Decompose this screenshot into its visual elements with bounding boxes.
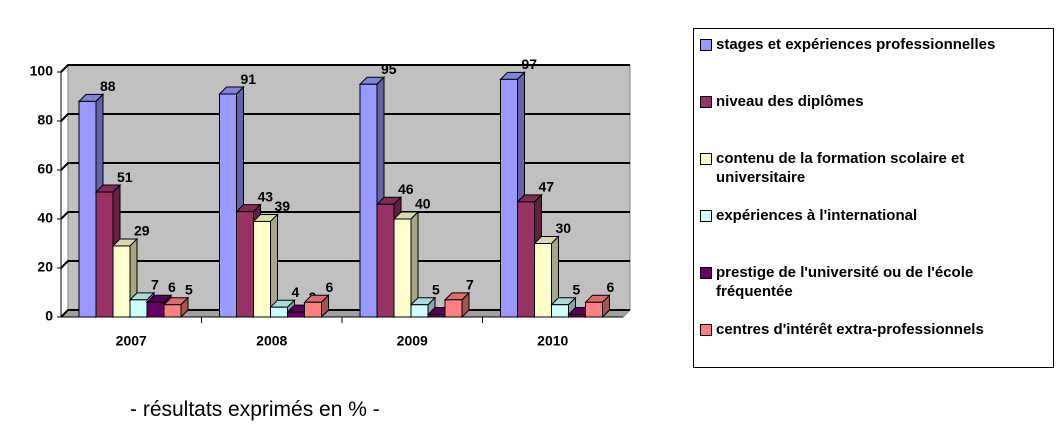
- legend-label: contenu de la formation scolaire et univ…: [716, 150, 965, 186]
- bar: [534, 243, 552, 318]
- value-label: 6: [326, 279, 334, 295]
- x-tick-label: 2007: [116, 333, 147, 349]
- value-label: 6: [607, 279, 615, 295]
- grid-line: [60, 64, 630, 73]
- legend-item: niveau des diplômes: [700, 92, 1047, 149]
- bar: [129, 299, 148, 318]
- value-label: 6: [168, 279, 176, 295]
- legend-item: prestige de l'université ou de l'école f…: [700, 263, 1047, 320]
- bar: [146, 301, 165, 318]
- legend-swatch: [700, 96, 712, 108]
- legend-swatch: [700, 267, 712, 279]
- y-tick-label: 80: [37, 112, 53, 128]
- legend-item: stages et expériences professionnelles: [700, 35, 1047, 92]
- y-tick-label: 40: [37, 210, 53, 226]
- y-tick-label: 60: [37, 161, 53, 177]
- bar: [585, 301, 603, 318]
- bar: [112, 245, 131, 318]
- chart: 0204060801002007885129765200891433942620…: [30, 56, 632, 349]
- grid-line: [60, 211, 630, 220]
- legend-swatch: [700, 39, 712, 51]
- bar: [270, 306, 288, 318]
- bar: [517, 201, 535, 318]
- value-label: 95: [381, 61, 397, 77]
- y-tick-label: 20: [37, 259, 53, 275]
- legend: stages et expériences professionnelles ni…: [693, 28, 1054, 368]
- bar: [236, 211, 254, 318]
- grid-line: [60, 113, 630, 122]
- bar: [287, 311, 305, 318]
- bar: [359, 83, 378, 318]
- value-label: 91: [241, 71, 257, 87]
- legend-label: stages et expériences professionnelles: [716, 36, 996, 53]
- value-label: 4: [292, 284, 300, 300]
- value-label: 30: [556, 220, 572, 236]
- value-label: 88: [100, 78, 116, 94]
- y-tick-label: 0: [45, 308, 53, 324]
- bar: [444, 299, 463, 318]
- grid-line: [60, 260, 630, 269]
- value-label: 29: [134, 223, 150, 239]
- bar: [95, 191, 114, 318]
- bar: [78, 100, 97, 318]
- legend-label: prestige de l'université ou de l'école f…: [716, 264, 974, 300]
- bar: [410, 304, 429, 318]
- bar: [253, 220, 271, 318]
- value-label: 5: [432, 281, 440, 297]
- value-label: 97: [522, 56, 538, 72]
- bar: [500, 78, 518, 318]
- legend-swatch: [700, 210, 712, 222]
- value-label: 5: [573, 281, 581, 297]
- legend-swatch: [700, 153, 712, 165]
- footnote: - résultats exprimés en % -: [130, 398, 380, 421]
- legend-label: niveau des diplômes: [716, 93, 864, 110]
- bar: [219, 93, 237, 318]
- y-tick-label: 100: [30, 63, 54, 79]
- x-tick-label: 2009: [397, 333, 428, 349]
- bar: [376, 203, 395, 318]
- bar: [304, 301, 322, 318]
- legend-label: expériences à l'international: [716, 207, 918, 224]
- bar: [551, 304, 569, 318]
- value-label: 43: [258, 188, 274, 204]
- bar: [393, 218, 412, 318]
- value-label: 40: [415, 196, 431, 212]
- value-label: 7: [466, 277, 474, 293]
- legend-item: expériences à l'international: [700, 206, 1047, 263]
- value-label: 39: [275, 198, 291, 214]
- legend-label: centres d'intérêt extra-professionnels: [716, 321, 984, 338]
- legend-item: contenu de la formation scolaire et univ…: [700, 149, 1047, 206]
- x-tick-label: 2010: [537, 333, 568, 349]
- value-label: 46: [398, 181, 414, 197]
- x-tick-label: 2008: [256, 333, 287, 349]
- bar: [163, 304, 182, 318]
- grid-line: [60, 162, 630, 171]
- value-label: 7: [151, 277, 159, 293]
- value-label: 47: [539, 179, 555, 195]
- value-label: 51: [117, 169, 133, 185]
- value-label: 5: [185, 281, 193, 297]
- legend-item: centres d'intérêt extra-professionnels: [700, 320, 1047, 377]
- legend-swatch: [700, 324, 712, 336]
